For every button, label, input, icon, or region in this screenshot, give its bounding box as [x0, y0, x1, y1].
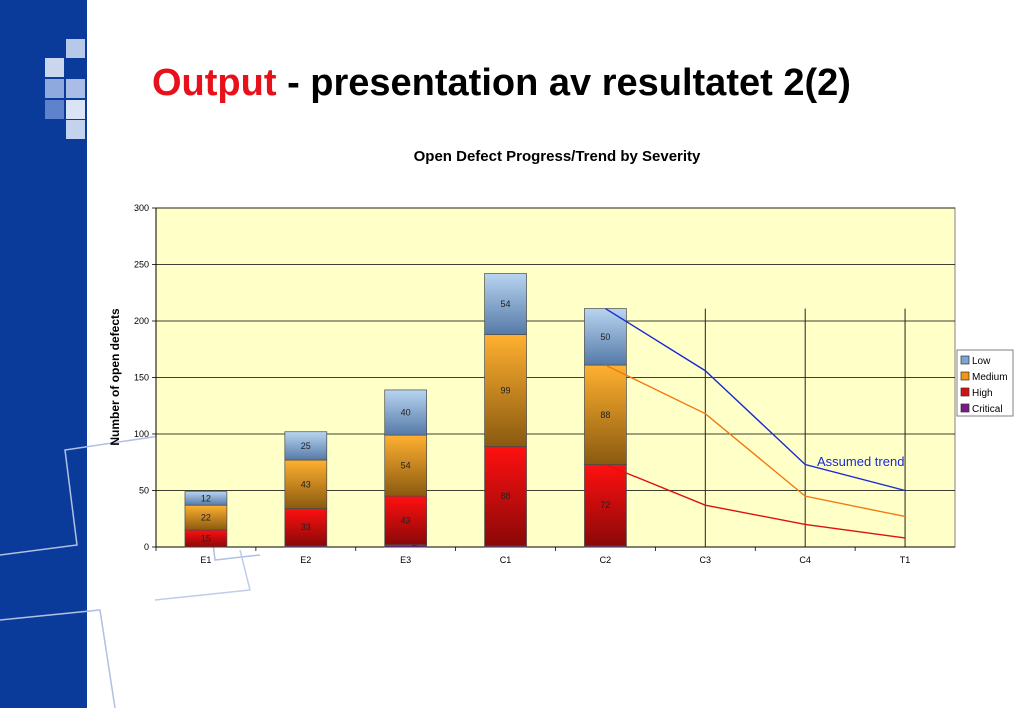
bar-high	[284, 508, 328, 547]
deco-square	[45, 58, 64, 77]
deco-square	[45, 79, 64, 98]
chart-title: Open Defect Progress/Trend by Severity	[414, 148, 701, 165]
x-tick-label: E3	[400, 555, 411, 565]
bar-high	[484, 446, 527, 547]
deco-outline	[0, 429, 261, 561]
legend-swatch	[960, 403, 970, 413]
bar-high	[584, 464, 627, 547]
legend-label: Low	[972, 356, 991, 367]
legend-label: Critical	[972, 404, 1003, 415]
x-tick-label: T1	[900, 555, 911, 565]
trend-line-high	[605, 463, 906, 539]
y-tick-label: 300	[134, 203, 149, 213]
bar-low	[484, 273, 527, 335]
data-label: 12	[201, 493, 211, 503]
trend-annotation: Assumed trend	[817, 454, 904, 469]
deco-square	[66, 39, 85, 58]
deco-outline	[0, 609, 116, 708]
deco-square	[66, 120, 85, 139]
data-label: 43	[301, 479, 311, 489]
deco-square	[66, 100, 85, 119]
x-tick-label: E1	[200, 555, 211, 565]
bar-low	[284, 431, 328, 461]
bar-medium	[284, 459, 328, 509]
x-tick-label: C2	[600, 555, 612, 565]
bar-low	[184, 491, 228, 506]
data-label: 50	[600, 332, 610, 342]
y-tick-label: 50	[139, 486, 149, 496]
data-label: 99	[501, 385, 511, 395]
deco-outline	[154, 549, 251, 601]
data-label: 43	[401, 515, 411, 525]
y-tick-label: 100	[134, 429, 149, 439]
y-tick-label: 200	[134, 316, 149, 326]
data-label: 72	[600, 500, 610, 510]
x-tick-label: C4	[799, 555, 811, 565]
legend-swatch	[960, 355, 970, 365]
legend-swatch	[960, 371, 970, 381]
y-tick-label: 250	[134, 260, 149, 270]
data-label: 88	[501, 491, 511, 501]
y-tick-label: 150	[134, 373, 149, 383]
x-tick-label: C3	[700, 555, 712, 565]
data-label: 54	[501, 299, 511, 309]
data-label: 33	[301, 522, 311, 532]
y-tick-label: 0	[144, 542, 149, 552]
y-axis-label: Number of open defects	[108, 308, 122, 446]
trend-line-low	[605, 307, 906, 492]
deco-square	[45, 100, 64, 119]
bar-medium	[384, 434, 428, 497]
bar-medium	[184, 504, 228, 531]
legend-label: High	[972, 388, 993, 399]
legend-swatch	[960, 387, 970, 397]
bar-medium	[484, 334, 527, 447]
deco-square	[66, 79, 85, 98]
data-label: 15	[201, 534, 211, 544]
slide-title: Output - presentation av resultatet 2(2)	[152, 62, 851, 105]
data-label: 22	[201, 513, 211, 523]
data-label: 54	[401, 461, 411, 471]
data-label: 40	[401, 408, 411, 418]
bar-low	[384, 389, 428, 436]
bar-medium	[584, 364, 627, 465]
title-rest: - presentation av resultatet 2(2)	[276, 62, 851, 104]
x-tick-label: E2	[300, 555, 311, 565]
title-accent: Output	[152, 62, 277, 104]
data-label: 88	[600, 410, 610, 420]
bar-high	[384, 495, 428, 546]
data-label: 25	[301, 441, 311, 451]
legend-label: Medium	[972, 372, 1008, 383]
trend-line-medium	[605, 364, 906, 518]
x-tick-label: C1	[500, 555, 512, 565]
